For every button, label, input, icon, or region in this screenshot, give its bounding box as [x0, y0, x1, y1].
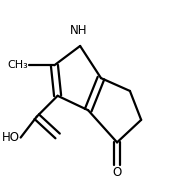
Text: O: O	[112, 166, 122, 179]
Text: CH₃: CH₃	[7, 60, 28, 70]
Text: HO: HO	[2, 131, 20, 144]
Text: NH: NH	[70, 24, 87, 37]
